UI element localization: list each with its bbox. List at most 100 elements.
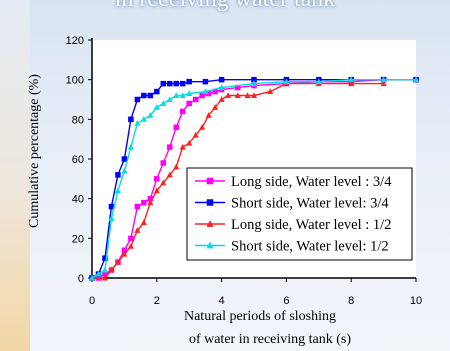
- data-point: [108, 215, 115, 221]
- data-point: [412, 76, 420, 83]
- data-point: [127, 242, 134, 249]
- data-point: [202, 78, 209, 85]
- data-point: [380, 76, 387, 83]
- legend-item: Short side, Water level: 3/4: [195, 196, 389, 212]
- data-point: [186, 139, 193, 146]
- data-point: [121, 250, 128, 257]
- legend-swatch-marker: [206, 177, 214, 185]
- data-point: [192, 96, 199, 103]
- x-axis-label-line-1: Natural periods of sloshing: [184, 309, 336, 324]
- y-tick-label: 20: [72, 233, 84, 245]
- data-point: [153, 104, 160, 110]
- data-point: [108, 203, 115, 210]
- data-point: [121, 167, 128, 174]
- data-point: [128, 116, 134, 123]
- data-point: [173, 92, 180, 99]
- x-tick-label: 0: [89, 295, 95, 307]
- data-point: [212, 104, 219, 110]
- axes: 0 20 40 60 80 100 120 0 2 4 6 8 10: [66, 35, 422, 307]
- data-point: [140, 116, 147, 122]
- legend-box: [186, 167, 413, 261]
- data-point: [179, 143, 186, 150]
- x-tick-label: 8: [348, 295, 354, 307]
- data-point: [101, 274, 108, 281]
- data-point: [154, 88, 160, 95]
- data-point: [102, 255, 108, 261]
- data-point: [141, 92, 147, 99]
- data-point: [348, 80, 355, 87]
- data-point: [128, 235, 134, 242]
- data-point: [167, 144, 173, 150]
- x-tick-label: 10: [410, 295, 422, 307]
- y-tick-label: 40: [72, 194, 84, 206]
- series-4: [88, 76, 420, 281]
- data-point: [186, 78, 192, 85]
- data-point: [134, 96, 141, 103]
- data-point: [315, 78, 322, 85]
- y-tick-label: 0: [78, 273, 84, 285]
- x-axis-label-line-2: of water in receiving tank (s): [189, 332, 351, 347]
- data-point: [134, 203, 141, 210]
- data-point: [218, 76, 225, 83]
- data-point: [114, 187, 121, 194]
- data-point: [121, 156, 128, 162]
- data-point: [202, 88, 209, 95]
- data-point: [283, 78, 290, 85]
- data-point: [173, 80, 179, 87]
- legend-swatch-marker: [206, 199, 214, 206]
- data-point: [121, 247, 128, 253]
- legend-swatch-marker: [206, 241, 214, 249]
- data-point: [250, 92, 258, 99]
- data-point: [218, 84, 225, 91]
- data-point: [160, 160, 167, 166]
- data-point: [134, 120, 141, 126]
- data-point: [147, 199, 154, 206]
- data-point: [102, 271, 108, 277]
- data-point: [166, 96, 173, 102]
- legend-item: Long side, Water level : 3/4: [195, 174, 392, 190]
- data-point: [225, 92, 232, 99]
- data-point: [153, 187, 160, 194]
- legend-item: Short side, Water level: 1/2: [195, 239, 389, 255]
- data-point: [147, 195, 154, 202]
- data-point: [199, 92, 205, 99]
- legend-swatch-marker: [206, 220, 214, 227]
- data-point: [251, 76, 257, 83]
- data-point: [160, 179, 167, 186]
- y-axis-label: Cumulative percentage (%): [27, 74, 42, 228]
- data-point: [147, 112, 154, 118]
- data-point: [101, 266, 108, 273]
- data-point: [267, 88, 274, 95]
- slide-title: in receiving water tank: [0, 0, 450, 16]
- y-tick-label: 120: [66, 35, 84, 47]
- data-point: [114, 258, 121, 265]
- data-point: [115, 172, 121, 178]
- background-left-strip: [0, 0, 30, 351]
- data-point: [192, 131, 199, 138]
- data-point: [179, 108, 186, 115]
- data-point: [179, 80, 186, 87]
- data-point: [234, 92, 241, 99]
- data-point: [186, 90, 193, 97]
- x-tick-label: 2: [154, 295, 160, 307]
- data-point: [250, 80, 258, 87]
- data-point: [212, 88, 218, 95]
- data-point: [179, 92, 186, 99]
- series-line: [91, 79, 416, 279]
- data-point: [218, 96, 225, 102]
- y-tick-label: 80: [72, 114, 84, 126]
- legend-label: Long side, Water level : 1/2: [231, 217, 391, 233]
- data-point: [235, 84, 241, 91]
- data-point: [154, 176, 160, 182]
- data-point: [160, 80, 167, 87]
- data-point: [88, 274, 96, 281]
- data-point: [380, 80, 387, 87]
- data-point: [199, 123, 206, 130]
- legend-label: Short side, Water level: 1/2: [231, 239, 389, 255]
- data-point: [205, 112, 212, 118]
- x-tick-label: 6: [283, 295, 289, 307]
- legend: Long side, Water level : 3/4 Short side, …: [186, 167, 413, 261]
- data-point: [140, 219, 147, 225]
- data-point: [173, 163, 180, 170]
